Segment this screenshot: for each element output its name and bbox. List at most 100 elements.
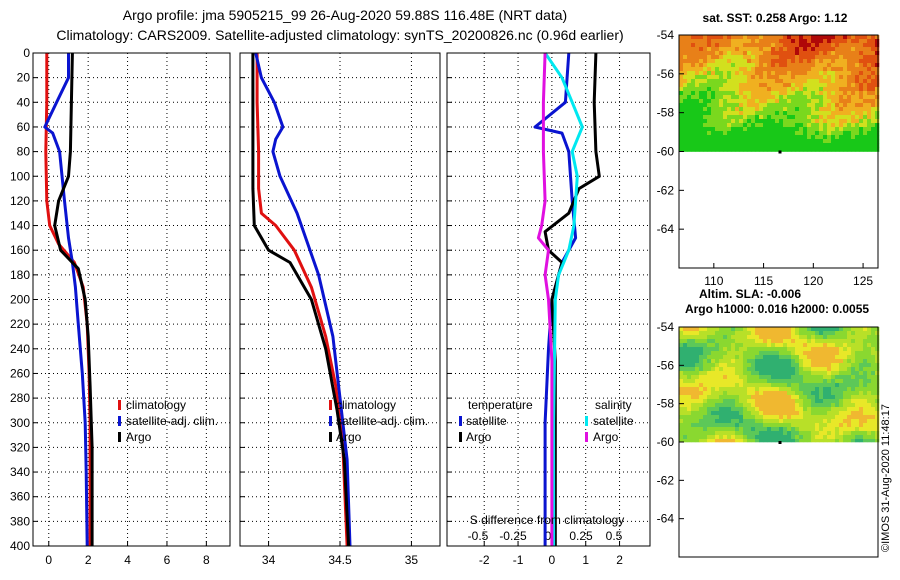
map-cell bbox=[763, 439, 768, 443]
map-cell bbox=[735, 151, 740, 152]
map-cell bbox=[699, 335, 704, 340]
map-cell bbox=[807, 35, 812, 40]
map-cell bbox=[819, 139, 824, 144]
map-cell bbox=[695, 71, 700, 76]
map-cell bbox=[859, 63, 864, 68]
map-cell bbox=[699, 399, 704, 404]
map-cell bbox=[843, 139, 848, 144]
map-cell bbox=[859, 335, 864, 340]
map-cell bbox=[743, 131, 748, 136]
map-cell bbox=[731, 331, 736, 336]
map-cell bbox=[875, 151, 880, 152]
map-cell bbox=[791, 139, 796, 144]
map-cell bbox=[719, 415, 724, 420]
map-cell bbox=[847, 119, 852, 124]
map-cell bbox=[839, 43, 844, 48]
map-cell bbox=[783, 39, 788, 44]
map-cell bbox=[695, 335, 700, 340]
map-cell bbox=[687, 99, 692, 104]
map-cell bbox=[875, 423, 880, 428]
map-cell bbox=[763, 147, 768, 152]
map-cell bbox=[747, 387, 752, 392]
map-cell bbox=[779, 119, 784, 124]
map-cell bbox=[743, 351, 748, 356]
map-cell bbox=[679, 419, 684, 424]
map-cell bbox=[731, 335, 736, 340]
map-cell bbox=[791, 55, 796, 60]
map-cell bbox=[755, 435, 760, 440]
map-cell bbox=[739, 51, 744, 56]
map-cell bbox=[871, 75, 876, 80]
map-cell bbox=[679, 423, 684, 428]
map-cell bbox=[863, 367, 868, 372]
map-cell bbox=[847, 371, 852, 376]
map-cell bbox=[715, 435, 720, 440]
map-cell bbox=[783, 391, 788, 396]
map-cell bbox=[867, 91, 872, 96]
map-cell bbox=[755, 131, 760, 136]
map-cell bbox=[847, 147, 852, 152]
map-cell bbox=[695, 331, 700, 336]
map-cell bbox=[707, 351, 712, 356]
salinity-tick-label: 0.25 bbox=[569, 529, 593, 543]
map-cell bbox=[779, 147, 784, 152]
map-cell bbox=[807, 103, 812, 108]
map-cell bbox=[851, 415, 856, 420]
map-cell bbox=[751, 355, 756, 360]
map-cell bbox=[783, 423, 788, 428]
map-cell bbox=[855, 79, 860, 84]
map-cell bbox=[791, 63, 796, 68]
map-cell bbox=[807, 415, 812, 420]
map-cell bbox=[771, 107, 776, 112]
map-cell bbox=[835, 59, 840, 64]
map-cell bbox=[867, 103, 872, 108]
map-cell bbox=[679, 407, 684, 412]
map-cell bbox=[811, 91, 816, 96]
map-cell bbox=[819, 151, 824, 152]
map-cell bbox=[687, 115, 692, 120]
map-cell bbox=[875, 139, 880, 144]
map-cell bbox=[695, 111, 700, 116]
map-cell bbox=[683, 439, 688, 443]
map-cell bbox=[839, 343, 844, 348]
map-cell bbox=[791, 131, 796, 136]
map-cell bbox=[755, 119, 760, 124]
map-cell bbox=[779, 339, 784, 344]
map-cell bbox=[823, 399, 828, 404]
map-cell bbox=[731, 151, 736, 152]
map-cell bbox=[683, 387, 688, 392]
map-cell bbox=[755, 347, 760, 352]
map-cell bbox=[819, 343, 824, 348]
map-cell bbox=[687, 147, 692, 152]
map-cell bbox=[751, 147, 756, 152]
map-cell bbox=[855, 135, 860, 140]
map-cell bbox=[771, 35, 776, 40]
map-cell bbox=[839, 363, 844, 368]
map-cell bbox=[751, 55, 756, 60]
map-cell bbox=[803, 371, 808, 376]
map-cell bbox=[819, 67, 824, 72]
sla-map-title: Altim. SLA: -0.006 bbox=[699, 287, 801, 301]
map-cell bbox=[723, 107, 728, 112]
map-cell bbox=[847, 423, 852, 428]
map-cell bbox=[863, 395, 868, 400]
map-cell bbox=[843, 415, 848, 420]
legend-sal-argo: Argo bbox=[593, 430, 619, 444]
map-cell bbox=[863, 359, 868, 364]
map-cell bbox=[695, 347, 700, 352]
map-cell bbox=[751, 339, 756, 344]
map-cell bbox=[815, 395, 820, 400]
map-cell bbox=[859, 351, 864, 356]
map-cell bbox=[723, 435, 728, 440]
map-cell bbox=[855, 143, 860, 148]
map-cell bbox=[867, 111, 872, 116]
map-cell bbox=[687, 387, 692, 392]
map-cell bbox=[871, 327, 876, 332]
map-cell bbox=[827, 59, 832, 64]
map-cell bbox=[819, 135, 824, 140]
map-cell bbox=[803, 75, 808, 80]
map-cell bbox=[787, 83, 792, 88]
map-cell bbox=[747, 343, 752, 348]
map-cell bbox=[755, 351, 760, 356]
map-cell bbox=[863, 43, 868, 48]
